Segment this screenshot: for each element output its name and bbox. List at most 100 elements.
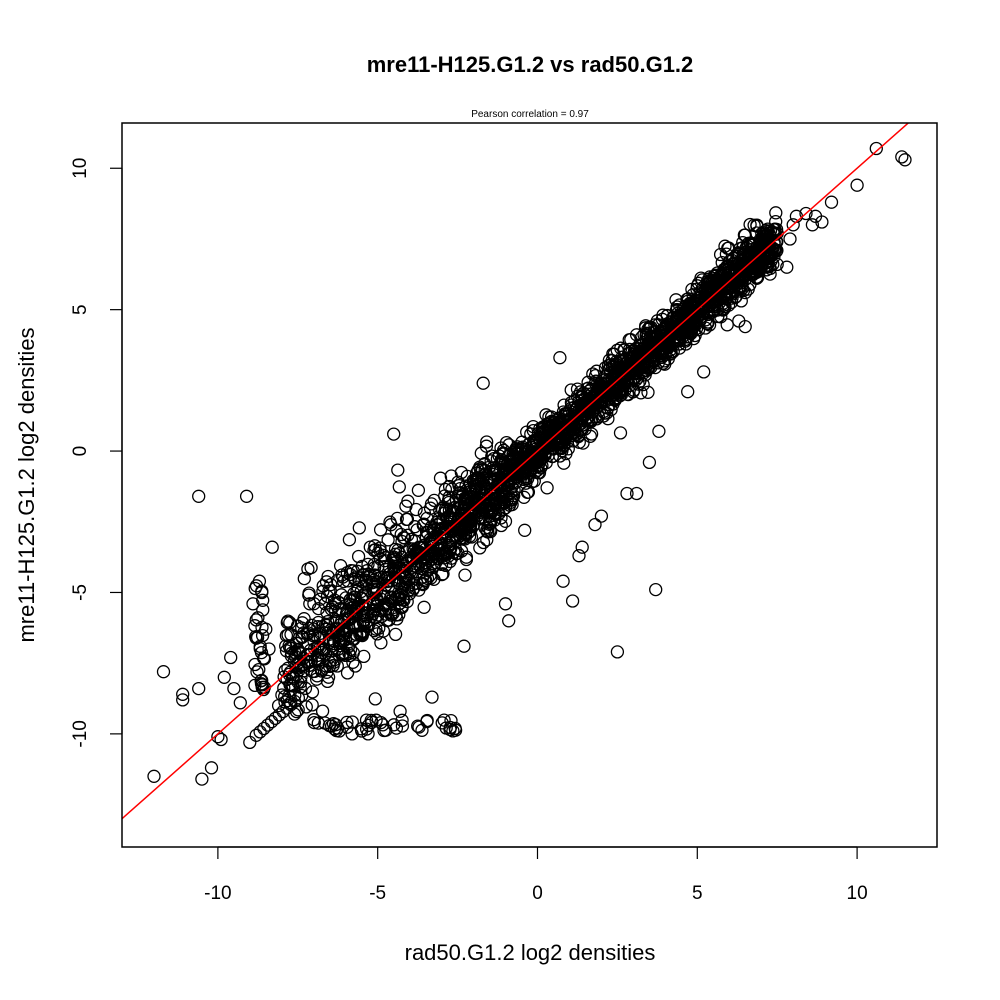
data-point: [637, 359, 651, 373]
data-point: [524, 427, 538, 441]
data-point: [195, 772, 209, 786]
data-point: [472, 506, 486, 520]
data-point: [374, 636, 388, 650]
data-point: [255, 678, 269, 692]
y-tick-label: 0: [70, 446, 91, 457]
data-point: [718, 239, 732, 253]
data-point: [329, 622, 343, 637]
data-point: [373, 544, 387, 558]
data-point: [409, 502, 423, 517]
data-point: [805, 218, 820, 232]
data-point: [287, 707, 302, 721]
data-point: [699, 313, 713, 327]
data-point: [895, 150, 909, 164]
data-point: [317, 642, 331, 656]
data-point: [635, 364, 649, 379]
data-point: [384, 590, 398, 604]
data-point: [473, 541, 487, 555]
data-point: [620, 486, 634, 501]
data-point: [448, 721, 462, 736]
data-point: [314, 664, 329, 678]
data-point: [575, 418, 589, 432]
data-point: [265, 540, 279, 554]
data-point: [387, 427, 401, 441]
data-point: [850, 178, 864, 192]
data-point: [531, 459, 545, 474]
data-point: [384, 594, 398, 608]
data-point: [613, 389, 627, 403]
data-point: [392, 597, 406, 611]
data-point: [233, 696, 247, 710]
data-point: [594, 509, 609, 523]
data-point: [444, 512, 458, 526]
data-point: [264, 715, 279, 729]
data-point: [494, 454, 509, 469]
x-tick-label: 0: [532, 883, 543, 904]
data-point: [388, 627, 403, 642]
data-point: [305, 685, 320, 699]
data-point: [392, 480, 406, 494]
data-point: [573, 385, 588, 399]
data-point: [641, 385, 655, 399]
data-point: [491, 471, 505, 485]
data-point: [664, 328, 678, 343]
data-point: [649, 582, 663, 597]
data-point: [572, 549, 586, 563]
data-point: [354, 627, 369, 641]
data-point: [443, 722, 457, 737]
data-point: [497, 483, 511, 498]
data-point: [629, 328, 644, 342]
data-point: [383, 515, 397, 529]
data-point: [408, 520, 422, 534]
data-point: [315, 645, 329, 660]
data-point: [496, 496, 511, 510]
data-point: [324, 623, 338, 637]
data-point: [474, 503, 488, 518]
data-point: [556, 574, 570, 588]
data-point: [486, 498, 500, 512]
data-point: [373, 523, 388, 537]
points-layer: [147, 141, 912, 786]
x-tick-label: 10: [847, 883, 868, 904]
data-point: [293, 680, 307, 694]
data-point: [419, 530, 434, 544]
chart-title: mre11-H125.G1.2 vs rad50.G1.2: [367, 52, 694, 77]
data-point: [319, 575, 334, 589]
data-point: [678, 300, 692, 314]
data-point: [580, 410, 594, 424]
data-point: [356, 568, 370, 582]
data-point: [640, 363, 654, 377]
data-point: [780, 260, 794, 274]
data-point: [347, 618, 361, 632]
data-point: [609, 384, 623, 399]
data-point: [518, 523, 532, 537]
data-point: [734, 268, 748, 282]
data-point: [359, 713, 374, 727]
data-point: [720, 318, 734, 332]
data-point: [427, 521, 441, 535]
data-point: [399, 512, 414, 527]
data-point: [480, 533, 494, 547]
data-point: [340, 565, 354, 580]
data-point: [467, 502, 482, 516]
data-point: [770, 243, 784, 258]
data-point: [412, 583, 426, 597]
data-point: [678, 334, 693, 348]
data-point: [642, 455, 657, 470]
data-point: [254, 645, 269, 660]
x-tick-label: -10: [204, 883, 231, 904]
data-point: [324, 653, 338, 667]
data-point: [750, 226, 764, 240]
data-point: [425, 690, 439, 704]
data-point: [364, 713, 378, 728]
data-point: [391, 463, 405, 477]
data-point: [479, 439, 494, 453]
data-point: [666, 310, 681, 325]
data-point: [310, 669, 324, 683]
data-point: [435, 501, 449, 515]
data-point: [498, 597, 513, 611]
data-point: [343, 610, 357, 624]
data-point: [707, 274, 721, 288]
data-point: [308, 627, 322, 642]
data-point: [239, 489, 254, 503]
